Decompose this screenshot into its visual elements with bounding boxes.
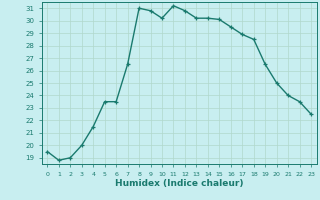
- X-axis label: Humidex (Indice chaleur): Humidex (Indice chaleur): [115, 179, 244, 188]
